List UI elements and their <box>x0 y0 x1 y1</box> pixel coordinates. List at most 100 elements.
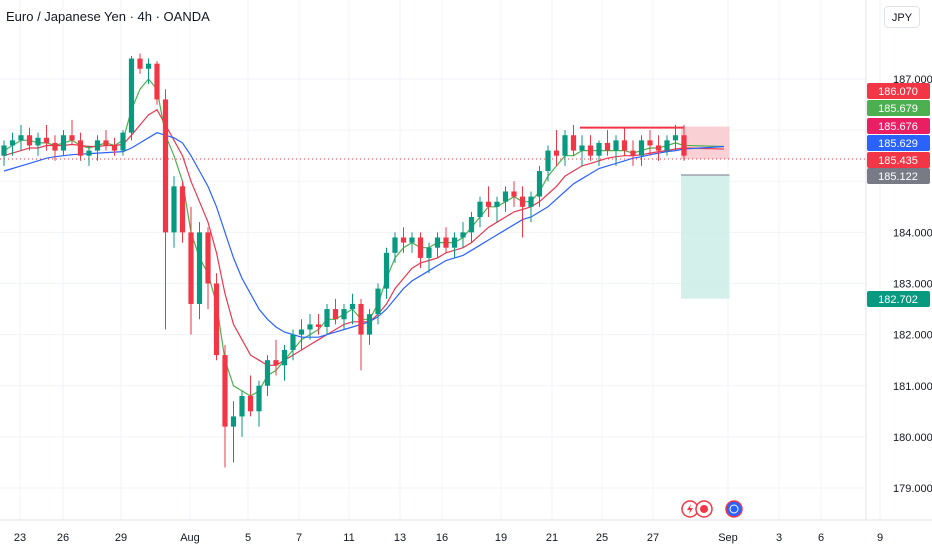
candle-body <box>672 135 679 141</box>
candle-body <box>315 324 322 327</box>
candle-body <box>536 171 543 197</box>
time-tick-label: 19 <box>495 532 507 544</box>
candle-body <box>681 135 687 156</box>
candle-body <box>443 237 449 248</box>
candle-body <box>400 237 407 243</box>
price-label-bg <box>867 83 930 99</box>
candle-body <box>162 99 169 233</box>
candle-body <box>562 135 568 156</box>
time-tick-label: 16 <box>436 532 448 544</box>
events-markers[interactable] <box>681 500 743 518</box>
price-label-bg <box>867 135 930 151</box>
moving-averages <box>3 78 725 397</box>
price-tick-label: 180.000 <box>893 432 932 444</box>
candle-body <box>358 303 364 335</box>
stop-loss-zone <box>681 126 730 160</box>
time-tick-label: 26 <box>57 532 69 544</box>
economic-event-icon[interactable] <box>725 500 743 518</box>
candle-body <box>468 217 475 233</box>
candle-body <box>1 145 7 156</box>
symbol-title[interactable]: Euro / Japanese Yen · 4h · OANDA <box>6 9 210 24</box>
candle-body <box>205 232 211 284</box>
time-tick-label: Aug <box>180 532 200 544</box>
candle-body <box>477 201 483 218</box>
candle-body <box>298 329 305 335</box>
candle-body <box>383 252 390 289</box>
candle-body <box>230 416 237 427</box>
candle-body <box>86 150 92 156</box>
globe-icon <box>729 504 739 514</box>
candle-body <box>579 145 585 151</box>
candle-body <box>179 186 186 233</box>
time-tick-label: 23 <box>14 532 26 544</box>
time-tick-label: 7 <box>296 532 302 544</box>
time-tick-label: 27 <box>647 532 659 544</box>
candle-body <box>9 140 16 146</box>
candle-body <box>647 140 653 146</box>
candle-body <box>128 58 135 133</box>
time-tick-label: 25 <box>596 532 608 544</box>
candle-body <box>171 186 177 233</box>
candle-body <box>638 140 645 156</box>
candle-body <box>341 309 347 320</box>
candle-body <box>494 201 500 207</box>
candle-body <box>426 247 432 258</box>
price-label: 185.122 <box>878 171 918 183</box>
time-tick-label: 11 <box>343 532 354 544</box>
price-tick-label: 182.000 <box>893 330 932 342</box>
candle-body <box>519 196 526 207</box>
candle-body <box>290 334 296 350</box>
candle-body <box>349 303 356 310</box>
candle-body <box>120 132 126 151</box>
candle-body <box>332 309 339 320</box>
price-tick-label: 179.000 <box>893 483 932 495</box>
ma-fast-line <box>3 78 685 397</box>
price-label: 185.435 <box>878 155 918 167</box>
time-tick-label: 9 <box>877 532 883 544</box>
price-labels: 186.070 185.679 185.676 185.629 185.435 185.1… <box>867 83 930 307</box>
time-tick-label: 21 <box>546 532 558 544</box>
earnings-event-dot <box>700 505 708 513</box>
candle-body <box>664 140 670 151</box>
candle-body <box>621 140 628 151</box>
candle-body <box>451 237 458 248</box>
candle-body <box>43 137 50 143</box>
candle-body <box>239 395 245 417</box>
candle-body <box>111 145 118 151</box>
candle-body <box>613 140 619 151</box>
candle-body <box>604 142 611 151</box>
candle-body <box>485 201 492 207</box>
price-label: 185.629 <box>878 138 918 150</box>
price-axis[interactable]: 179.000 180.000 181.000 182.000 183.000 184.0… <box>893 74 932 495</box>
candle-body <box>460 232 466 238</box>
position-tool[interactable] <box>0 126 866 299</box>
time-tick-label: 3 <box>776 532 782 544</box>
candle-body <box>196 232 203 304</box>
candle-body <box>247 395 254 412</box>
candle-body <box>213 283 220 356</box>
price-label: 185.679 <box>878 103 918 115</box>
time-tick-label: Sep <box>718 532 738 544</box>
candle-body <box>154 63 160 100</box>
candle-body <box>366 314 373 335</box>
candle-body <box>103 140 109 146</box>
price-tick-label: 181.000 <box>893 381 932 393</box>
candle-body <box>69 135 75 141</box>
candle-body <box>409 237 415 243</box>
time-tick-label: 6 <box>818 532 824 544</box>
candle-body <box>502 191 509 202</box>
candles <box>1 53 687 468</box>
candle-body <box>511 191 517 197</box>
candle-body <box>281 349 288 366</box>
price-label-bg <box>867 100 930 116</box>
price-label-bg <box>867 168 930 184</box>
price-label-bg <box>867 118 930 134</box>
time-axis[interactable]: 23 26 29 Aug 5 7 11 13 16 19 21 25 27 Sep 3 6 9 <box>14 532 883 544</box>
candle-body <box>188 232 194 304</box>
candle-body <box>137 58 143 69</box>
candle-body <box>375 288 381 315</box>
currency-button[interactable]: JPY <box>884 6 920 28</box>
candle-body <box>264 360 271 386</box>
